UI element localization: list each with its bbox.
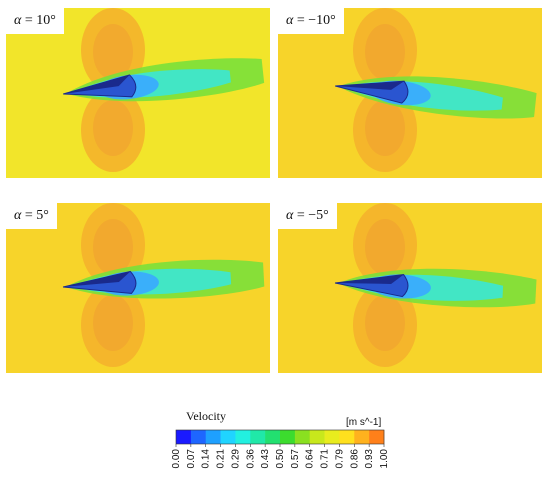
colorbar-tick-label: 0.00 bbox=[171, 449, 182, 469]
body-and-wake bbox=[62, 259, 265, 299]
pressure-core-upper bbox=[365, 219, 405, 275]
pressure-core-upper bbox=[93, 24, 133, 80]
body-upper-face bbox=[335, 274, 404, 284]
angle-value: = −5° bbox=[296, 208, 329, 223]
colorbar-segment bbox=[309, 430, 325, 444]
colorbar-segment bbox=[235, 430, 251, 444]
colorbar-segment bbox=[220, 430, 236, 444]
colorbar-tick-label: 0.79 bbox=[334, 449, 345, 469]
body-upper-face bbox=[335, 81, 405, 90]
contour-panel-alpha-minus-10: α = −10° bbox=[278, 8, 542, 178]
colorbar-segment bbox=[176, 430, 192, 444]
pressure-core-upper bbox=[93, 219, 133, 275]
pressure-core-lower bbox=[365, 295, 405, 351]
colorbar-segment bbox=[190, 430, 207, 444]
velocity-colorbar: 0.00 0.07 0.14 0.21 0.29 0.36 0.43 0.50 0.57 0.64… bbox=[171, 429, 390, 469]
body-and-wake bbox=[63, 58, 265, 102]
colorbar-segment bbox=[294, 430, 311, 444]
colorbar-tick-label: 0.50 bbox=[275, 449, 286, 469]
body-upper-face bbox=[63, 74, 130, 94]
colorbar-segment bbox=[324, 430, 340, 444]
colorbar-tick-label: 0.57 bbox=[290, 449, 301, 469]
alpha-symbol: α bbox=[14, 208, 22, 223]
colorbar-tick-label: 0.07 bbox=[186, 449, 197, 469]
colorbar-segment bbox=[205, 430, 221, 444]
colorbar-tick-label: 0.64 bbox=[305, 449, 316, 469]
colorbar-segment bbox=[280, 430, 296, 444]
pressure-core-lower bbox=[93, 100, 133, 156]
colorbar-segment bbox=[369, 430, 385, 444]
colorbar-tick-label: 0.43 bbox=[260, 449, 271, 469]
pressure-core-lower bbox=[93, 295, 133, 351]
legend-unit: [m s^-1] bbox=[346, 417, 382, 428]
velocity-contour bbox=[6, 203, 270, 373]
panel-label: α = 10° bbox=[6, 8, 64, 34]
alpha-symbol: α bbox=[286, 208, 294, 223]
contour-panel-alpha-10: α = 10° bbox=[6, 8, 270, 178]
contour-panel-alpha-5: α = 5° bbox=[6, 203, 270, 373]
colorbar-segment bbox=[265, 430, 281, 444]
pressure-core-lower bbox=[365, 100, 405, 156]
colorbar-segment bbox=[339, 430, 355, 444]
velocity-contour bbox=[278, 8, 542, 178]
alpha-symbol: α bbox=[286, 13, 294, 28]
colorbar-tick-label: 1.00 bbox=[379, 449, 390, 469]
colorbar-tick-label: 0.14 bbox=[201, 449, 212, 469]
panel-label: α = 5° bbox=[6, 203, 57, 229]
colorbar-tick-label: 0.86 bbox=[349, 449, 360, 469]
colorbar-segment bbox=[354, 430, 370, 444]
colorbar-tick-label: 0.71 bbox=[320, 449, 331, 469]
velocity-contour bbox=[6, 8, 270, 178]
body-and-wake bbox=[335, 76, 537, 119]
legend-title: Velocity bbox=[186, 409, 226, 423]
colorbar-tick-label: 0.21 bbox=[216, 449, 227, 469]
panel-label: α = −10° bbox=[278, 8, 344, 34]
colorbar-segment bbox=[250, 430, 266, 444]
angle-value: = 5° bbox=[24, 208, 49, 223]
pressure-core-upper bbox=[365, 24, 405, 80]
colorbar-tick-label: 0.29 bbox=[230, 449, 241, 469]
colorbar-tick-label: 0.36 bbox=[245, 449, 256, 469]
alpha-symbol: α bbox=[14, 13, 22, 28]
contour-panel-alpha-minus-5: α = −5° bbox=[278, 203, 542, 373]
angle-value: = 10° bbox=[24, 13, 56, 28]
colorbar-tick-label: 0.93 bbox=[364, 449, 375, 469]
velocity-contour bbox=[278, 203, 542, 373]
panel-label: α = −5° bbox=[278, 203, 337, 229]
angle-value: = −10° bbox=[296, 13, 336, 28]
body-and-wake bbox=[334, 268, 537, 308]
